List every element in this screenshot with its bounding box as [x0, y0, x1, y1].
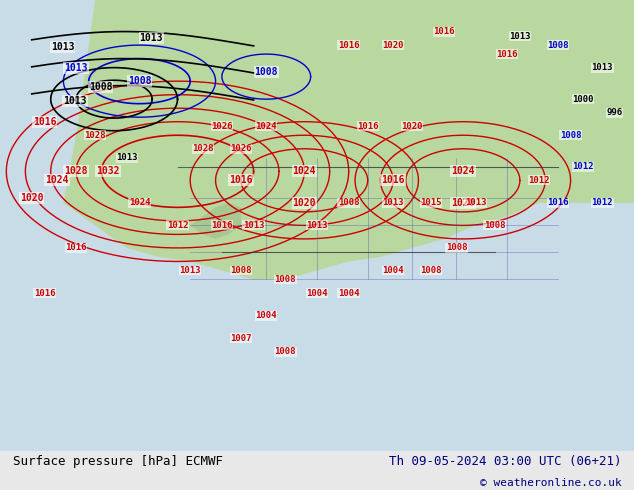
Text: 1013: 1013 [116, 153, 138, 162]
Text: 1016: 1016 [229, 175, 253, 185]
Text: 1032: 1032 [96, 166, 120, 176]
Text: 1016: 1016 [381, 175, 405, 185]
Text: Th 09-05-2024 03:00 UTC (06+21): Th 09-05-2024 03:00 UTC (06+21) [389, 455, 621, 468]
Text: 1008: 1008 [560, 131, 581, 140]
Polygon shape [190, 203, 241, 239]
Text: © weatheronline.co.uk: © weatheronline.co.uk [479, 478, 621, 489]
Text: 1008: 1008 [547, 41, 569, 49]
Text: 1016: 1016 [34, 289, 55, 297]
Text: 1008: 1008 [275, 347, 296, 356]
Text: 996: 996 [607, 108, 623, 117]
Text: 1012: 1012 [528, 176, 550, 185]
Text: 1013: 1013 [306, 221, 328, 230]
Text: 1020: 1020 [382, 41, 404, 49]
Text: 1008: 1008 [420, 266, 442, 275]
Text: 1028: 1028 [64, 166, 88, 176]
Text: 1024: 1024 [451, 166, 475, 176]
Text: 1004: 1004 [338, 289, 359, 297]
Text: 1026: 1026 [230, 144, 252, 153]
Text: 1026: 1026 [211, 122, 233, 131]
Text: 1016: 1016 [211, 221, 233, 230]
Polygon shape [63, 0, 634, 279]
Text: 1012: 1012 [573, 162, 594, 171]
Text: 1015: 1015 [420, 198, 442, 207]
Text: 1008: 1008 [254, 67, 278, 77]
Text: 1016: 1016 [32, 117, 56, 127]
Text: 1020: 1020 [401, 122, 423, 131]
Text: 1012: 1012 [167, 221, 188, 230]
Text: Surface pressure [hPa] ECMWF: Surface pressure [hPa] ECMWF [13, 455, 223, 468]
Text: 1020: 1020 [451, 198, 475, 208]
Text: 1016: 1016 [433, 27, 455, 36]
Text: 1028: 1028 [192, 144, 214, 153]
Text: 1024: 1024 [129, 198, 150, 207]
Text: 1024: 1024 [256, 122, 277, 131]
Text: 1016: 1016 [547, 198, 569, 207]
Text: 1007: 1007 [230, 334, 252, 343]
Text: 1016: 1016 [338, 41, 359, 49]
Text: 1008: 1008 [338, 198, 359, 207]
Text: 1016: 1016 [496, 49, 518, 59]
Text: 1013: 1013 [51, 42, 74, 51]
Text: 1016: 1016 [65, 244, 87, 252]
Text: 1013: 1013 [509, 31, 531, 41]
Text: 1008: 1008 [275, 275, 296, 284]
Text: 1013: 1013 [64, 63, 88, 73]
Text: 1013: 1013 [382, 198, 404, 207]
Text: 1004: 1004 [306, 289, 328, 297]
Text: 1004: 1004 [382, 266, 404, 275]
Text: 1013: 1013 [592, 63, 613, 72]
Text: 1028: 1028 [84, 131, 106, 140]
Text: 1012: 1012 [592, 198, 613, 207]
Text: 1020: 1020 [292, 198, 316, 208]
Text: 1000: 1000 [573, 95, 594, 104]
Text: 1013: 1013 [139, 32, 163, 43]
Text: 1016: 1016 [357, 122, 378, 131]
Text: 1024: 1024 [292, 166, 316, 176]
Text: 1013: 1013 [465, 198, 486, 207]
Text: 1020: 1020 [20, 194, 44, 203]
Text: 1013: 1013 [179, 266, 201, 275]
Text: 1013: 1013 [63, 96, 87, 106]
Text: 1008: 1008 [446, 244, 467, 252]
Text: 1008: 1008 [230, 266, 252, 275]
Text: 1008: 1008 [484, 221, 505, 230]
Text: 1024: 1024 [45, 175, 69, 185]
Text: 1008: 1008 [127, 76, 152, 86]
Text: 1008: 1008 [89, 82, 112, 92]
Text: 1013: 1013 [243, 221, 264, 230]
Text: 1004: 1004 [256, 311, 277, 320]
